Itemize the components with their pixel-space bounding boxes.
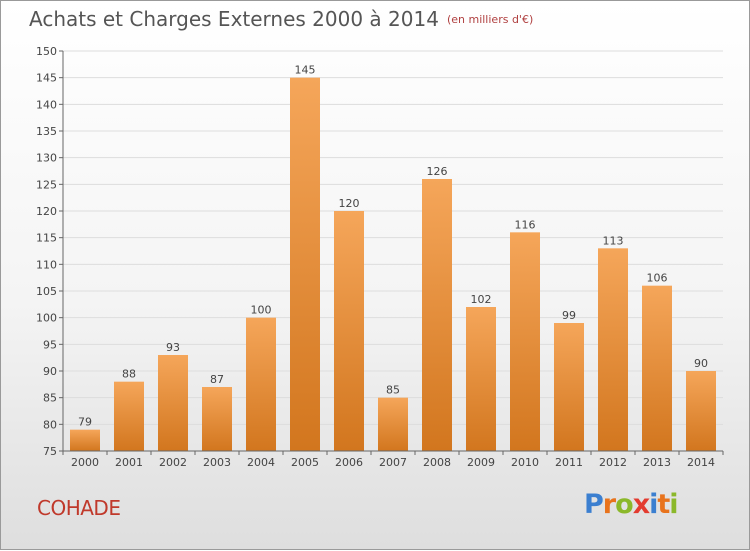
data-label: 145 <box>295 64 316 77</box>
x-tick-label: 2012 <box>599 456 627 469</box>
x-tick-label: 2007 <box>379 456 407 469</box>
data-label: 116 <box>515 218 536 231</box>
axes: 75 80 85 90 95 100 105 110 115 120 125 130 135 140 145… <box>36 45 724 469</box>
data-label: 90 <box>694 357 708 370</box>
data-label: 126 <box>427 165 448 178</box>
chart-subtitle: (en milliers d'€) <box>446 13 534 26</box>
x-tick-label: 2014 <box>687 456 715 469</box>
data-label: 100 <box>251 304 272 317</box>
x-tick-label: 2009 <box>467 456 495 469</box>
logo-letter: r <box>602 489 616 520</box>
bar-2001 <box>114 381 144 451</box>
logo-letter: o <box>615 489 634 520</box>
bars: 79 88 93 87 100 145 120 85 126 102 116 99 113 106 90 <box>70 64 716 452</box>
chart-title: Achats et Charges Externes 2000 à 2014 (e… <box>29 7 533 31</box>
logo-letter: P <box>584 489 604 520</box>
y-tick-label: 80 <box>43 418 57 431</box>
data-label: 87 <box>210 373 224 386</box>
data-label: 113 <box>603 234 624 247</box>
x-tick-label: 2006 <box>335 456 363 469</box>
bar-2000 <box>70 429 100 451</box>
bar-2004 <box>246 317 276 451</box>
chart-title-text: Achats et Charges Externes 2000 à 2014 <box>29 7 439 31</box>
bar-2009 <box>466 307 496 451</box>
y-tick-label: 130 <box>36 152 57 165</box>
bar-2013 <box>642 285 672 451</box>
bar-2002 <box>158 355 188 451</box>
data-label: 93 <box>166 341 180 354</box>
bar-2007 <box>378 397 408 451</box>
bar-2005 <box>290 77 320 452</box>
data-label: 85 <box>386 384 400 397</box>
bar-2003 <box>202 387 232 451</box>
logo-letter: i <box>669 489 678 520</box>
bar-2012 <box>598 248 628 451</box>
logo-letter: i <box>649 489 658 520</box>
y-tick-label: 150 <box>36 45 57 58</box>
y-tick-label: 95 <box>43 338 57 351</box>
y-tick-label: 90 <box>43 365 57 378</box>
y-tick-label: 120 <box>36 205 57 218</box>
y-tick-label: 135 <box>36 125 57 138</box>
y-tick-label: 140 <box>36 98 57 111</box>
data-label: 79 <box>78 416 92 429</box>
y-tick-label: 100 <box>36 312 57 325</box>
data-label: 99 <box>562 309 576 322</box>
y-tick-label: 110 <box>36 258 57 271</box>
y-tick-label: 75 <box>43 445 57 458</box>
data-label: 102 <box>471 293 492 306</box>
x-tick-label: 2004 <box>247 456 275 469</box>
x-tick-label: 2005 <box>291 456 319 469</box>
commune-name: COHADE <box>37 496 121 520</box>
y-tick-label: 125 <box>36 178 57 191</box>
y-tick-label: 145 <box>36 72 57 85</box>
y-tick-label: 115 <box>36 232 57 245</box>
bar-2014 <box>686 371 716 451</box>
x-tick-label: 2001 <box>115 456 143 469</box>
proxiti-logo[interactable]: Proxiti <box>584 489 679 520</box>
x-tick-label: 2013 <box>643 456 671 469</box>
logo-letter: x <box>632 489 650 520</box>
data-label: 106 <box>647 272 668 285</box>
data-label: 88 <box>122 368 136 381</box>
x-tick-label: 2000 <box>71 456 99 469</box>
bar-2008 <box>422 179 452 451</box>
x-tick-label: 2011 <box>555 456 583 469</box>
bar-2011 <box>554 323 584 451</box>
y-tick-label: 85 <box>43 392 57 405</box>
x-tick-label: 2002 <box>159 456 187 469</box>
bar-2010 <box>510 232 540 451</box>
x-tick-label: 2008 <box>423 456 451 469</box>
data-label: 120 <box>339 197 360 210</box>
logo-letter: t <box>657 489 670 520</box>
x-tick-label: 2003 <box>203 456 231 469</box>
bar-2006 <box>334 211 364 451</box>
y-tick-label: 105 <box>36 285 57 298</box>
x-tick-label: 2010 <box>511 456 539 469</box>
